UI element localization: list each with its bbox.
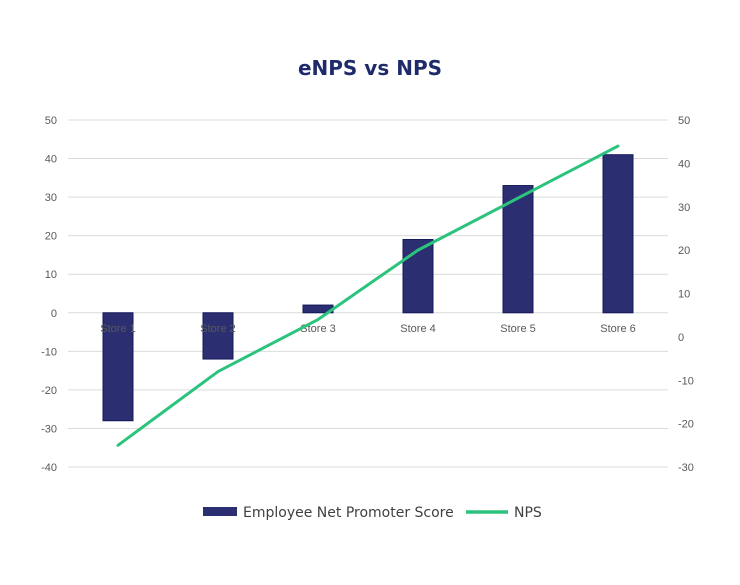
category-labels: Store 1 Store 2 Store 3 Store 4 Store 5 Store… <box>100 323 635 335</box>
left-tick-label: -40 <box>41 462 57 474</box>
left-tick-label: 20 <box>45 231 57 243</box>
left-tick-label: -10 <box>41 346 57 358</box>
right-tick-label: 30 <box>678 202 690 214</box>
left-tick-label: 40 <box>45 154 57 166</box>
bar-enps-1 <box>102 312 134 422</box>
legend: Employee Net Promoter Score NPS <box>203 505 542 521</box>
nps-line <box>116 144 620 447</box>
left-tick-label: 0 <box>51 308 57 320</box>
bar-enps-2 <box>202 312 234 360</box>
left-tick-label: 30 <box>45 192 57 204</box>
legend-swatch-enps <box>203 507 237 516</box>
bar-enps-6 <box>602 154 634 314</box>
left-tick-label: -20 <box>41 385 57 397</box>
right-axis-ticks: 50 40 30 20 10 0 -10 -20 -30 <box>678 115 694 474</box>
category-label: Store 1 <box>100 323 135 335</box>
right-tick-label: 20 <box>678 245 690 257</box>
right-tick-label: -10 <box>678 375 694 387</box>
right-tick-label: 10 <box>678 289 690 301</box>
right-tick-label: 50 <box>678 115 690 127</box>
right-tick-label: 40 <box>678 158 690 170</box>
bar-enps-5 <box>502 185 534 314</box>
chart-title: eNPS vs NPS <box>298 56 442 80</box>
left-tick-label: 10 <box>45 269 57 281</box>
left-axis-ticks: 50 40 30 20 10 0 -10 -20 -30 -40 <box>41 115 57 474</box>
right-tick-label: -30 <box>678 462 694 474</box>
gridlines <box>68 119 668 468</box>
category-label: Store 2 <box>200 323 235 335</box>
right-tick-label: 0 <box>678 332 684 344</box>
category-label: Store 5 <box>500 323 535 335</box>
legend-label-enps: Employee Net Promoter Score <box>243 505 454 521</box>
right-tick-label: -20 <box>678 419 694 431</box>
category-label: Store 4 <box>400 323 435 335</box>
legend-label-nps: NPS <box>514 505 542 521</box>
category-label: Store 6 <box>600 323 635 335</box>
bar-enps-4 <box>402 239 434 314</box>
line-series <box>116 144 620 447</box>
bar-series <box>102 154 634 422</box>
left-tick-label: 50 <box>45 115 57 127</box>
left-tick-label: -30 <box>41 423 57 435</box>
